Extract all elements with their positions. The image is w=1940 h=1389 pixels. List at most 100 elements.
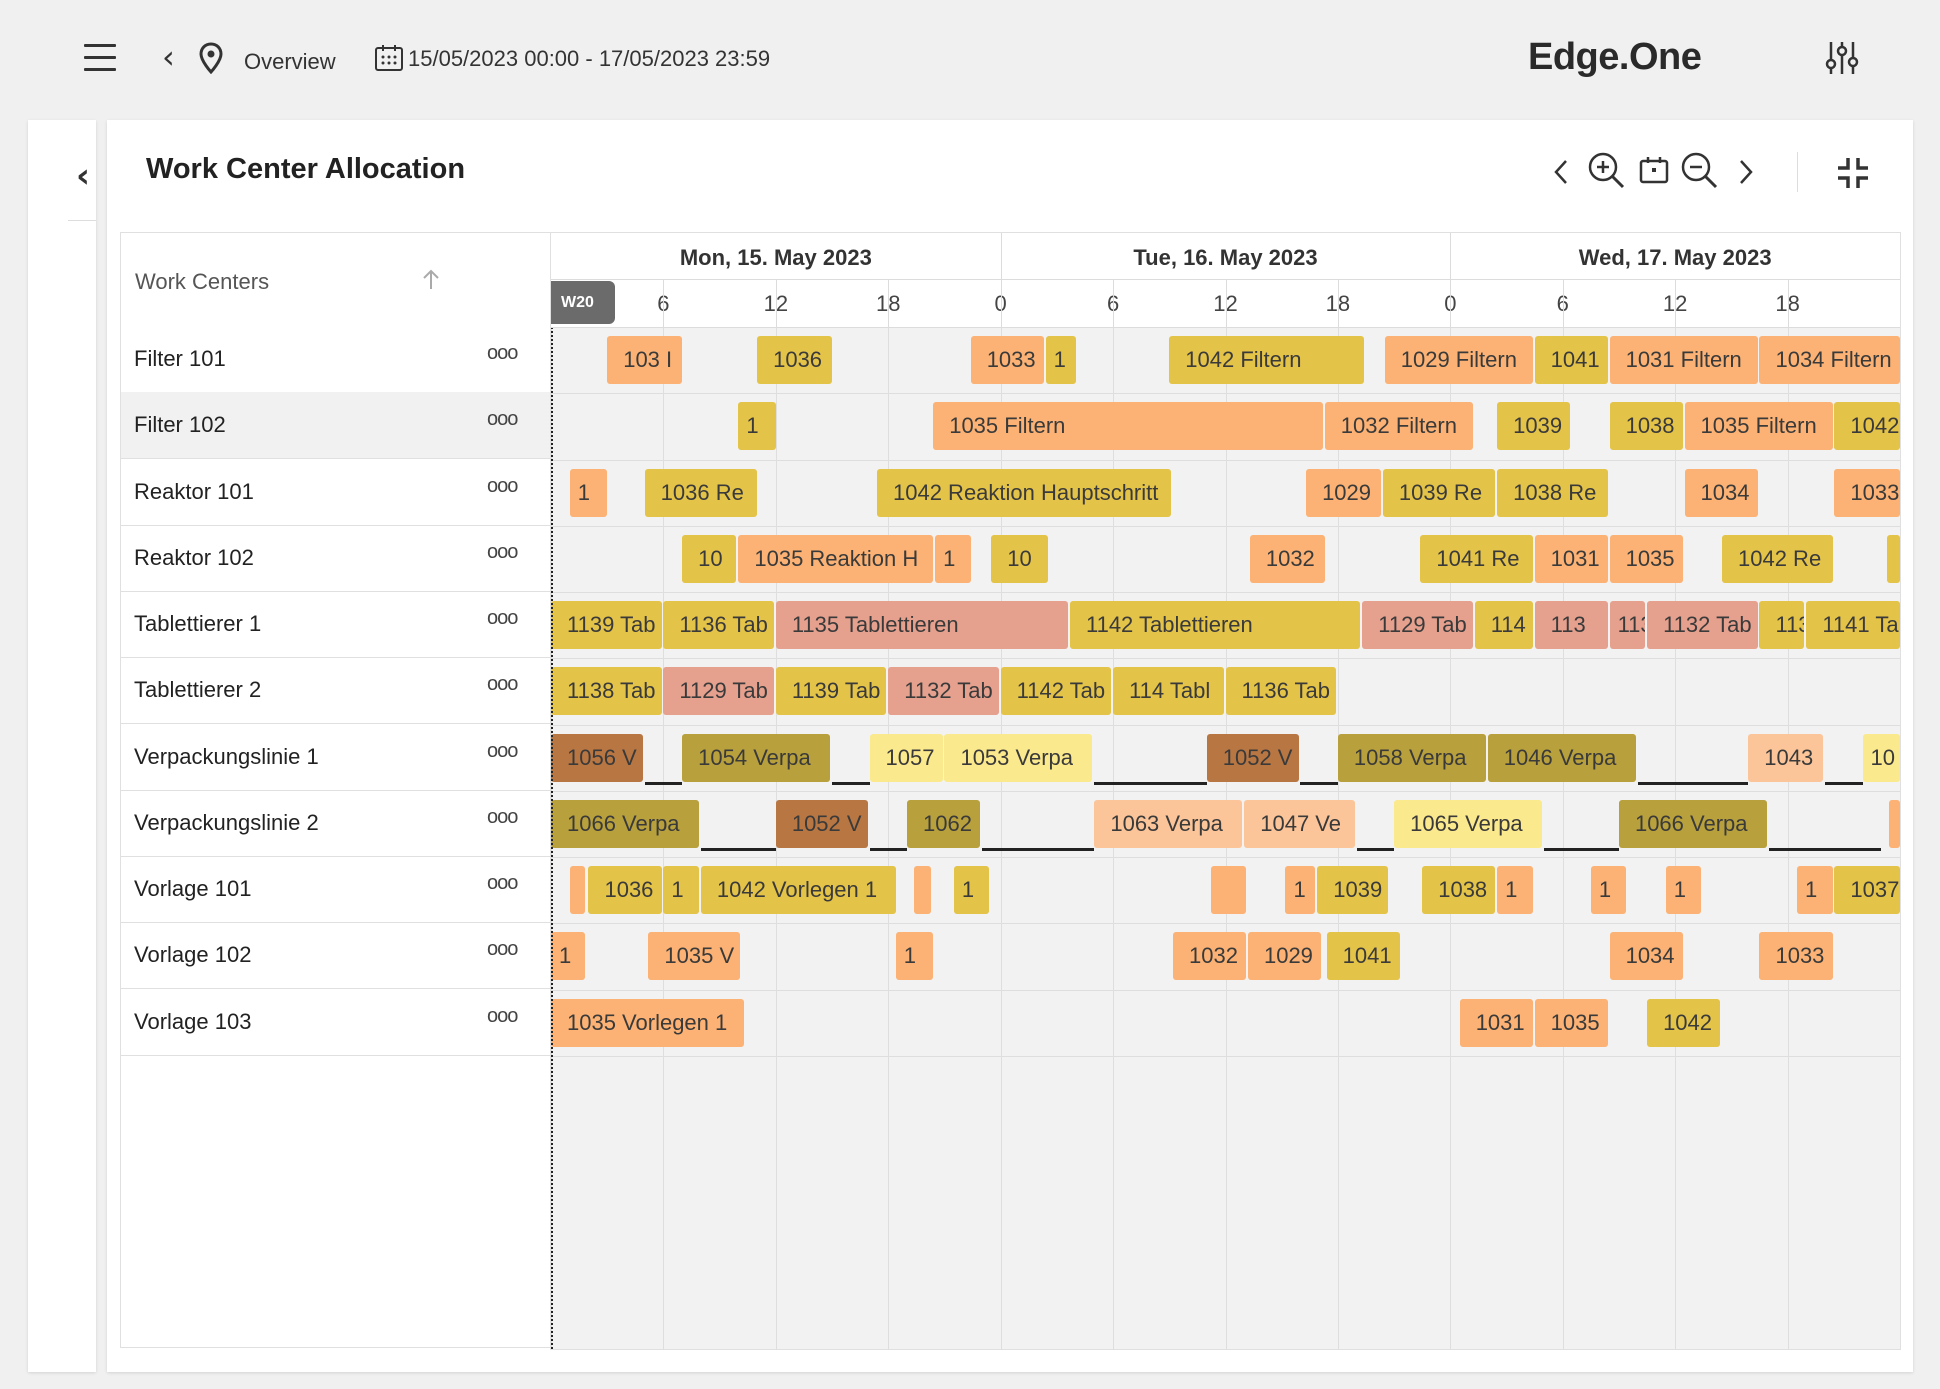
allocation-bar[interactable]: 1139 Tab <box>775 667 887 716</box>
allocation-bar[interactable]: 1 <box>1796 866 1833 915</box>
allocation-bar[interactable]: 113 <box>1759 601 1805 650</box>
allocation-bar[interactable]: 1129 Tab <box>1362 601 1473 650</box>
allocation-bar[interactable]: 1043 <box>1748 733 1824 782</box>
allocation-bar[interactable]: 10 <box>682 534 737 583</box>
work-center-row[interactable]: Reaktor 102 ooo <box>121 525 551 592</box>
arrow-up-icon[interactable] <box>419 267 443 291</box>
week-badge[interactable]: W20 <box>551 281 615 324</box>
allocation-bar[interactable]: 1036 <box>588 866 662 915</box>
allocation-bar[interactable]: 1052 V <box>1206 733 1299 782</box>
allocation-bar[interactable]: 1142 Tab <box>1000 667 1112 716</box>
allocation-bar[interactable]: 1 <box>663 866 699 915</box>
allocation-bar[interactable]: 1036 <box>757 336 833 384</box>
allocation-bar[interactable]: 1038 <box>1422 866 1496 915</box>
allocation-bar[interactable]: 1032 <box>1249 534 1325 583</box>
allocation-bar[interactable]: 1 <box>1285 866 1316 915</box>
allocation-bar[interactable]: 1042 Re <box>1722 534 1833 583</box>
allocation-bar[interactable]: 1033 <box>1834 468 1900 517</box>
map-pin-icon[interactable] <box>198 42 224 74</box>
work-center-row[interactable]: Verpackungslinie 1 ooo <box>121 724 551 791</box>
calendar-icon[interactable] <box>374 44 404 72</box>
more-options-icon[interactable]: ooo <box>487 607 518 630</box>
allocation-bar[interactable]: 1 <box>569 468 608 517</box>
allocation-bar[interactable]: 1042 Filtern <box>1169 336 1365 384</box>
allocation-bar[interactable]: 1047 Ve <box>1244 799 1355 848</box>
work-center-row[interactable]: Tablettierer 2 ooo <box>121 657 551 725</box>
allocation-bar[interactable]: 1034 Filtern <box>1759 336 1900 384</box>
allocation-bar[interactable]: 1033 <box>1759 932 1833 981</box>
more-options-icon[interactable]: ooo <box>487 342 518 364</box>
allocation-bar[interactable]: 1031 <box>1459 998 1533 1047</box>
allocation-bar[interactable]: 1032 <box>1173 932 1247 981</box>
allocation-bar[interactable]: 1 <box>1045 336 1076 384</box>
allocation-bar[interactable] <box>569 866 585 915</box>
allocation-bar[interactable]: 1 <box>1497 866 1533 915</box>
zoom-out-icon[interactable] <box>1679 150 1719 190</box>
overview-link[interactable]: Overview <box>244 49 336 74</box>
allocation-bar[interactable]: 1035 V <box>648 932 741 981</box>
allocation-bar[interactable]: 114 <box>1474 601 1533 650</box>
allocation-bar[interactable]: 1041 Re <box>1420 534 1533 583</box>
allocation-bar[interactable]: 1042 Vorlegen 1 <box>700 866 896 915</box>
more-options-icon[interactable]: ooo <box>487 938 518 961</box>
allocation-bar[interactable]: 1032 Filtern <box>1324 402 1473 451</box>
chevron-right-icon[interactable] <box>1736 155 1756 189</box>
work-center-row[interactable]: Verpackungslinie 2 ooo <box>121 790 551 857</box>
allocation-bar[interactable]: 1056 V <box>551 733 643 782</box>
allocation-bar[interactable]: 1 <box>551 932 585 981</box>
allocation-bar[interactable]: 1029 <box>1247 932 1322 981</box>
allocation-bar[interactable]: 1038 Re <box>1497 468 1608 517</box>
allocation-bar[interactable]: 1031 <box>1534 534 1608 583</box>
allocation-bar[interactable]: 1035 <box>1534 998 1608 1047</box>
allocation-bar[interactable]: 1037 <box>1834 866 1900 915</box>
back-chevron-icon[interactable]: ‹ <box>162 38 175 76</box>
allocation-bar[interactable]: 1042 <box>1647 998 1721 1047</box>
allocation-bar[interactable] <box>1210 866 1247 915</box>
allocation-bar[interactable]: 1129 Tab <box>663 667 774 716</box>
chevron-left-icon[interactable] <box>1551 155 1571 189</box>
allocation-bar[interactable] <box>1886 534 1900 583</box>
allocation-bar[interactable]: 1 <box>1665 866 1702 915</box>
allocation-bar[interactable]: 113 <box>1534 601 1608 650</box>
allocation-bar[interactable]: 1033 <box>970 336 1044 384</box>
calendar-today-icon[interactable] <box>1639 156 1669 184</box>
allocation-bar[interactable]: 114 Tabl <box>1113 667 1224 716</box>
allocation-bar[interactable]: 1057 <box>869 733 943 782</box>
allocation-bar[interactable]: 1042 Reaktion Hauptschritt <box>877 468 1172 517</box>
allocation-bar[interactable]: 1052 V <box>775 799 868 848</box>
work-center-row[interactable]: Vorlage 102 ooo <box>121 922 551 990</box>
more-options-icon[interactable]: ooo <box>487 872 518 895</box>
allocation-bar[interactable]: 1035 Reaktion H <box>738 534 934 583</box>
work-center-row[interactable]: Vorlage 101 ooo <box>121 856 551 924</box>
allocation-bar[interactable]: 1139 Tab <box>551 601 662 650</box>
allocation-bar[interactable]: 1066 Verpa <box>551 799 699 848</box>
allocation-bar[interactable]: 1 <box>738 402 776 451</box>
allocation-bar[interactable] <box>914 866 932 915</box>
allocation-bar[interactable]: 1066 Verpa <box>1618 799 1767 848</box>
work-center-row[interactable]: Tablettierer 1 ooo <box>121 591 551 659</box>
allocation-bar[interactable]: 1 <box>1590 866 1627 915</box>
date-range-picker[interactable]: 15/05/2023 00:00 - 17/05/2023 23:59 <box>408 46 771 71</box>
allocation-bar[interactable]: 1035 Vorlegen 1 <box>551 998 744 1047</box>
more-options-icon[interactable]: ooo <box>487 474 518 497</box>
allocation-bar[interactable]: 1038 <box>1609 402 1683 451</box>
allocation-bar[interactable]: 1136 Tab <box>1225 667 1337 716</box>
allocation-bar[interactable]: 1041 <box>1534 336 1608 384</box>
allocation-bar[interactable]: 1138 Tab <box>551 667 662 716</box>
allocation-bar[interactable]: 1036 Re <box>644 468 758 517</box>
sliders-icon[interactable] <box>1824 40 1860 76</box>
work-center-row[interactable]: Vorlage 103 ooo <box>121 989 551 1056</box>
collapse-panel-chevron-icon[interactable]: ‹ <box>76 156 91 196</box>
allocation-bar[interactable]: 10 <box>991 534 1048 583</box>
allocation-bar[interactable]: 1053 Verpa <box>944 733 1093 782</box>
allocation-bar[interactable]: 1039 <box>1317 866 1389 915</box>
allocation-bar[interactable]: 1 <box>953 866 990 915</box>
allocation-bar[interactable]: 1 <box>935 534 971 583</box>
allocation-bar[interactable]: 1039 <box>1497 402 1571 451</box>
allocation-bar[interactable]: 103 I <box>607 336 683 384</box>
zoom-in-icon[interactable] <box>1586 150 1626 190</box>
collapse-icon[interactable] <box>1836 156 1870 190</box>
allocation-bar[interactable]: 1136 Tab <box>663 601 774 650</box>
work-center-row[interactable]: Filter 101 ooo <box>121 326 551 393</box>
allocation-bar[interactable]: 1031 Filtern <box>1609 336 1758 384</box>
